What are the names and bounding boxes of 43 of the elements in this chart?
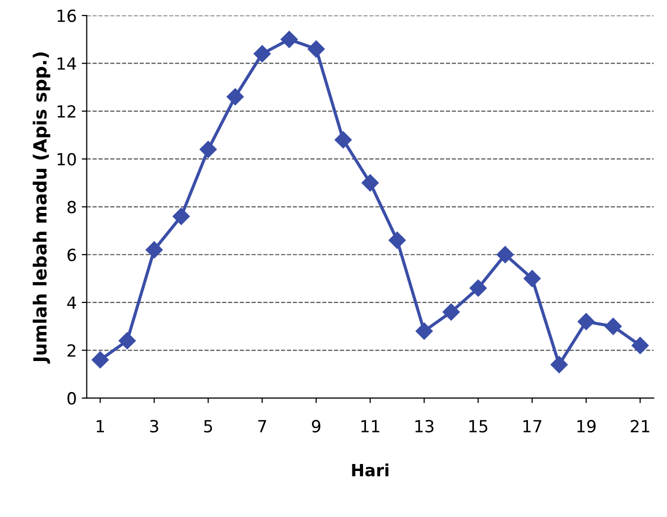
point [578,313,595,330]
y-tick-label: 6 [68,248,76,262]
y-tick-label: 8 [68,200,76,214]
y-tick-label: 12 [58,105,76,118]
point [550,356,568,374]
point [470,280,487,297]
point [280,30,298,48]
y-tick-label: 4 [67,296,76,309]
point [496,246,514,264]
x-tick-label: 17 [523,420,542,432]
point [362,174,379,192]
x-tick-label: 13 [415,420,434,433]
y-axis-title: Jumlah lebah madu (Apis spp.) [32,52,50,364]
point [254,45,271,62]
point [604,318,622,335]
x-axis-title: Hari [352,464,388,476]
y-tick-label: 14 [58,58,76,70]
x-tick-label: 3 [150,420,158,433]
y-tick-label: 2 [68,344,76,357]
point [118,332,136,350]
point [200,140,217,158]
y-tick-label: 0 [67,392,76,405]
point [388,232,406,249]
x-tick-label: 15 [469,420,488,433]
point [308,40,325,58]
x-tick-label: 1 [96,420,104,432]
point [334,131,352,148]
point [146,241,163,258]
y-tick-label: 16 [58,9,76,22]
x-tick-label: 5 [204,420,212,433]
x-tick-label: 9 [312,420,320,433]
point [92,351,109,368]
point [442,303,460,321]
y-tick-label: 10 [58,152,76,166]
x-tick-label: 21 [630,420,650,432]
point [226,88,244,106]
x-tick-label: 11 [361,420,380,432]
point [524,270,541,288]
point [416,322,433,340]
x-tick-label: 19 [577,420,596,433]
x-tick-label: 7 [258,420,266,432]
point [632,336,649,354]
point [172,208,190,225]
